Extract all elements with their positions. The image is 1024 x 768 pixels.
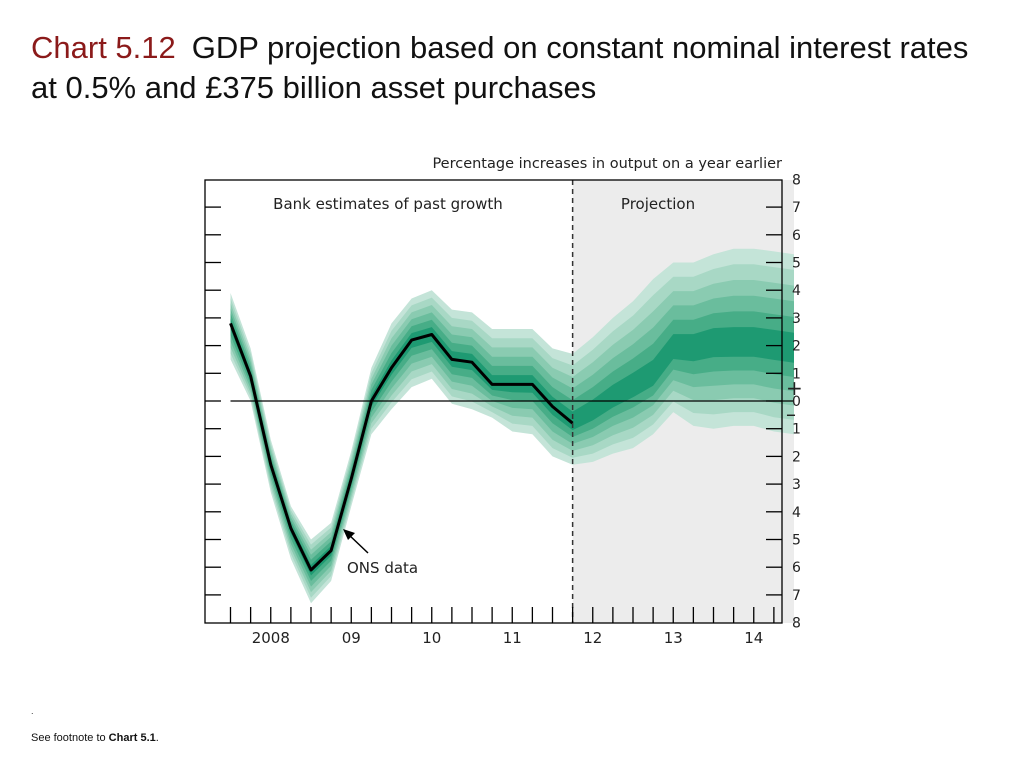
- footnote-ref: Chart 5.1: [108, 732, 156, 744]
- y-tick-label: 5: [792, 533, 801, 549]
- y-tick-label: 2: [792, 449, 801, 465]
- chart-title: Chart 5.12 GDP projection based on consta…: [31, 28, 991, 108]
- x-tick-label: 10: [422, 629, 441, 647]
- ons-data-annotation: ONS data: [347, 559, 418, 577]
- y-tick-label: 6: [792, 228, 801, 244]
- annotation-arrow-head: [343, 529, 355, 540]
- projection-label: Projection: [621, 195, 695, 213]
- footnote-marker: .: [31, 706, 34, 716]
- fan-band-6: [230, 318, 794, 576]
- x-tick-label: 09: [342, 629, 361, 647]
- footnote: See footnote to Chart 5.1.: [31, 732, 159, 744]
- positive-sign: +: [786, 376, 803, 400]
- y-tick-label: 1: [792, 366, 801, 382]
- footnote-suffix: .: [155, 732, 159, 744]
- x-tick-label: 14: [744, 629, 763, 647]
- negative-sign: –: [786, 402, 796, 426]
- y-tick-label: 3: [792, 477, 801, 493]
- chart-number: Chart 5.12: [31, 30, 176, 65]
- y-tick-label: 5: [792, 256, 801, 272]
- y-tick-label: 1: [792, 422, 801, 438]
- chart-title-text: GDP projection based on constant nominal…: [31, 30, 969, 105]
- y-tick-label: 7: [792, 200, 801, 216]
- y-tick-label: 3: [792, 311, 801, 327]
- footnote-prefix: See footnote to: [31, 732, 109, 744]
- x-tick-label: 2008: [252, 629, 290, 647]
- y-tick-label: 8: [792, 172, 801, 188]
- y-tick-label: 7: [792, 588, 801, 604]
- y-tick-label: 0: [792, 394, 801, 410]
- chart-ylabel: Percentage increases in output on a year…: [432, 156, 782, 172]
- y-tick-label: 4: [792, 283, 801, 299]
- y-tick-label: 2: [792, 339, 801, 355]
- past-growth-label: Bank estimates of past growth: [273, 195, 503, 213]
- y-tick-label: 8: [792, 616, 801, 632]
- y-tick-label: 6: [792, 560, 801, 576]
- y-tick-label: 4: [792, 505, 801, 521]
- x-tick-label: 12: [583, 629, 602, 647]
- ons-data-line: [229, 322, 574, 572]
- x-tick-label: 13: [664, 629, 683, 647]
- x-tick-label: 11: [503, 629, 522, 647]
